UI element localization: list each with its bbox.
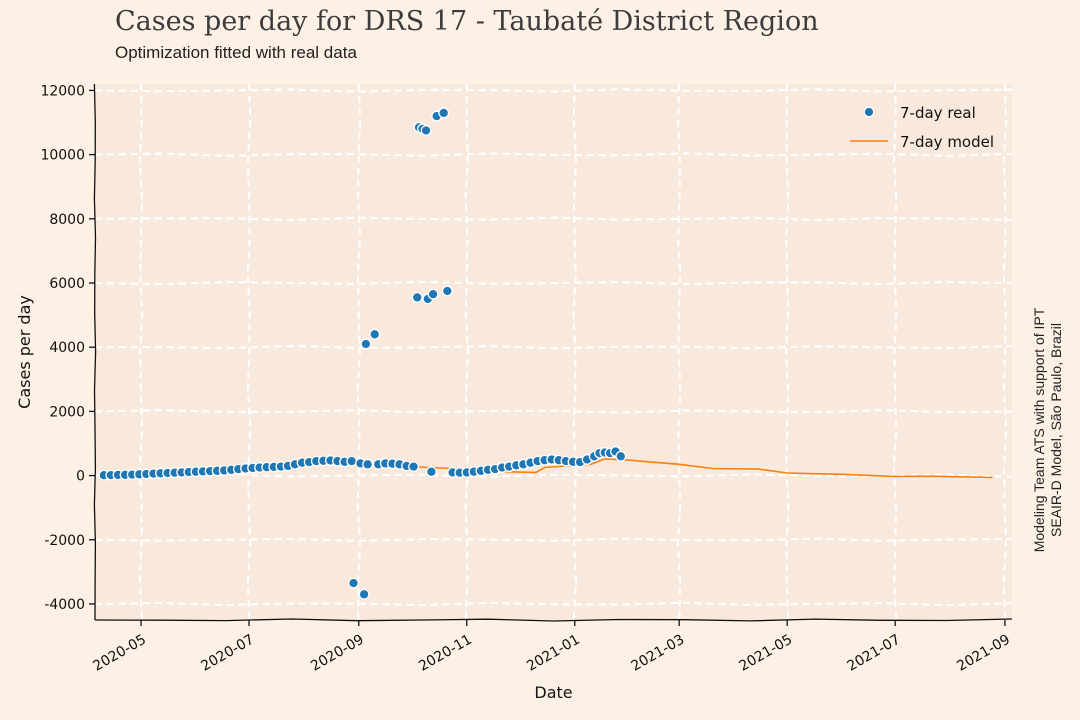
x-axis-line: [94, 618, 1013, 622]
real-point-57: [441, 285, 453, 297]
grid-line-y-0: [94, 601, 1013, 607]
x-axis-label: Date: [534, 683, 572, 702]
grid-line-x-1: [246, 83, 252, 621]
y-axis-label: Cases per day: [15, 295, 34, 409]
y-tick-label-6: 8000: [49, 212, 85, 228]
x-tick-label-7: 2021-07: [844, 632, 903, 675]
y-tick-label-2: 0: [76, 469, 85, 485]
real-point-35: [346, 455, 358, 467]
real-point-56: [438, 107, 450, 119]
grid-line-y-6: [94, 216, 1013, 222]
x-tick-label-4: 2021-01: [524, 632, 583, 675]
real-point-47: [408, 461, 420, 473]
real-point-53: [425, 466, 437, 478]
grid-line-y-2: [94, 473, 1013, 478]
y-axis-ticks: -4000 -2000 0 2000 4000 6000 8000 10000 12000: [40, 83, 95, 613]
x-tick-label-0: 2020-05: [90, 632, 149, 675]
y-axis-line: [93, 83, 97, 621]
real-series-points: [98, 107, 627, 600]
grid-line-x-0: [138, 83, 144, 621]
x-tick-label-2: 2020-09: [308, 632, 367, 675]
grid-line-x-7: [892, 83, 898, 621]
grid-line-x-8: [1002, 83, 1008, 621]
grid-line-x-5: [676, 83, 682, 621]
grid: [94, 83, 1013, 621]
real-point-54: [427, 288, 439, 300]
grid-line-y-3: [94, 409, 1013, 414]
grid-line-y-1: [94, 537, 1013, 543]
real-point-36: [348, 577, 359, 589]
legend-model-label: 7-day model: [900, 133, 994, 151]
grid-line-x-3: [464, 83, 470, 621]
y-tick-label-3: 2000: [49, 404, 85, 420]
x-tick-label-6: 2021-05: [737, 632, 796, 675]
y-tick-label-4: 4000: [49, 340, 85, 356]
real-point-48: [411, 291, 423, 303]
y-tick-label-8: 12000: [40, 83, 85, 99]
y-tick-label-5: 6000: [49, 276, 85, 292]
chart-subtitle: Optimization fitted with real data: [115, 43, 357, 62]
x-axis-ticks: 2020-05 2020-07 2020-09 2020-11 2021-01 2021-…: [90, 620, 1013, 675]
y-tick-label-7: 10000: [40, 148, 85, 164]
grid-line-x-2: [356, 83, 362, 621]
legend-real-label: 7-day real: [900, 104, 976, 122]
x-tick-label-1: 2020-07: [198, 632, 257, 675]
grid-line-y-7: [94, 152, 1013, 157]
grid-line-y-8: [94, 88, 1013, 93]
x-tick-label-5: 2021-03: [629, 632, 688, 675]
real-point-83: [615, 450, 627, 462]
x-tick-label-3: 2020-11: [416, 632, 475, 675]
y-tick-label-1: -2000: [44, 533, 85, 549]
legend: 7-day real 7-day model: [850, 104, 994, 151]
real-point-39: [360, 338, 372, 350]
y-tick-label-0: -4000: [44, 597, 85, 613]
grid-line-x-6: [784, 83, 790, 621]
real-point-41: [369, 328, 381, 340]
x-tick-label-8: 2021-09: [954, 632, 1013, 675]
real-point-40: [362, 458, 374, 470]
grid-line-x-4: [572, 83, 578, 621]
grid-line-y-4: [94, 344, 1013, 350]
legend-real-marker: [863, 106, 875, 118]
real-point-51: [420, 125, 432, 136]
real-point-38: [358, 588, 370, 600]
chart-title: Cases per day for DRS 17 - Taubaté Distr…: [115, 6, 819, 37]
grid-line-y-5: [94, 280, 1013, 286]
